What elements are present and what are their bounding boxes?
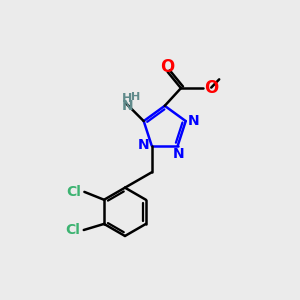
Text: N: N [122, 99, 133, 113]
Text: N: N [172, 147, 184, 161]
Text: O: O [160, 58, 175, 76]
Text: Cl: Cl [65, 223, 80, 237]
Text: N: N [188, 113, 200, 128]
Text: N: N [138, 138, 149, 152]
Text: O: O [205, 79, 219, 97]
Text: H: H [131, 92, 140, 102]
Text: H: H [122, 92, 133, 105]
Text: Cl: Cl [66, 185, 81, 199]
